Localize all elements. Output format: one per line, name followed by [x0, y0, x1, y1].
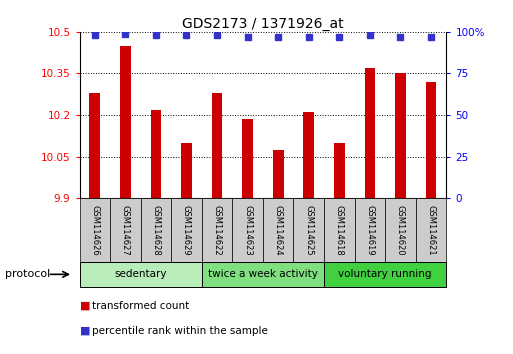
Bar [232, 198, 263, 262]
Bar [110, 198, 141, 262]
Text: GSM114622: GSM114622 [212, 205, 222, 256]
Text: GSM114618: GSM114618 [335, 205, 344, 256]
Text: GSM114628: GSM114628 [151, 205, 161, 256]
Bar [181, 143, 192, 198]
Text: GSM114623: GSM114623 [243, 205, 252, 256]
Text: twice a week activity: twice a week activity [208, 269, 318, 279]
Bar [80, 198, 110, 262]
Bar [334, 143, 345, 198]
Text: GSM114626: GSM114626 [90, 205, 100, 256]
Title: GDS2173 / 1371926_at: GDS2173 / 1371926_at [182, 17, 344, 31]
Bar [354, 198, 385, 262]
Bar [263, 198, 293, 262]
Text: GSM114620: GSM114620 [396, 205, 405, 256]
Bar [212, 93, 223, 198]
Bar [395, 74, 406, 198]
Bar [365, 68, 375, 198]
Bar [293, 198, 324, 262]
Bar [416, 198, 446, 262]
Bar [242, 119, 253, 198]
Text: percentile rank within the sample: percentile rank within the sample [92, 326, 268, 336]
Bar [303, 112, 314, 198]
Text: GSM114619: GSM114619 [365, 205, 374, 256]
Text: GSM114627: GSM114627 [121, 205, 130, 256]
Text: protocol: protocol [5, 269, 50, 279]
Text: transformed count: transformed count [92, 301, 190, 311]
Text: GSM114629: GSM114629 [182, 205, 191, 256]
Bar [89, 93, 100, 198]
Text: GSM114624: GSM114624 [274, 205, 283, 256]
Bar [141, 198, 171, 262]
Bar [171, 198, 202, 262]
Bar [80, 262, 202, 287]
Bar [385, 198, 416, 262]
Bar [324, 262, 446, 287]
Bar [202, 198, 232, 262]
Text: GSM114621: GSM114621 [426, 205, 436, 256]
Text: ■: ■ [80, 301, 90, 311]
Bar [151, 109, 161, 198]
Bar [120, 46, 131, 198]
Bar [273, 150, 284, 198]
Text: GSM114625: GSM114625 [304, 205, 313, 256]
Text: voluntary running: voluntary running [339, 269, 432, 279]
Bar [202, 262, 324, 287]
Bar [426, 82, 437, 198]
Bar [324, 198, 354, 262]
Text: ■: ■ [80, 326, 90, 336]
Text: sedentary: sedentary [114, 269, 167, 279]
